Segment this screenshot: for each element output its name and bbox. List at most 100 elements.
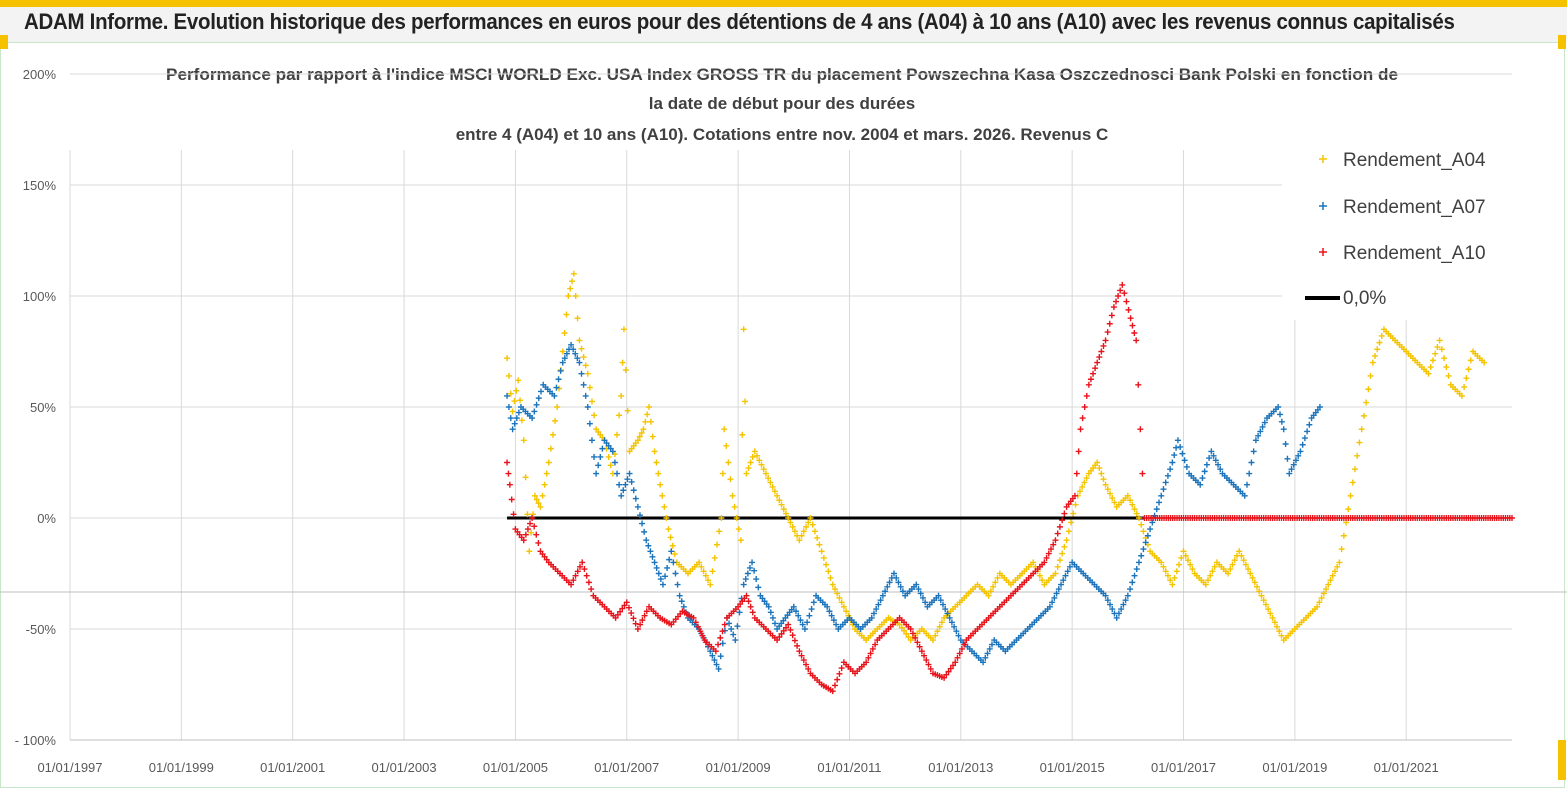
- data-point: [804, 619, 811, 626]
- data-point: [1295, 452, 1302, 459]
- data-point: [1068, 519, 1075, 526]
- data-point: [774, 492, 781, 499]
- data-point: [1156, 499, 1163, 506]
- data-point: [953, 628, 960, 635]
- data-point: [1229, 561, 1236, 568]
- legend-label: Rendement_A10: [1343, 243, 1486, 264]
- data-point: [591, 453, 598, 460]
- data-point: [1050, 541, 1057, 548]
- y-tick-label: 50%: [30, 400, 56, 415]
- data-point: [715, 665, 722, 672]
- data-point: [840, 603, 847, 610]
- data-point: [798, 652, 805, 659]
- data-point: [1092, 365, 1099, 372]
- series-rendement-a04: [504, 270, 1488, 644]
- data-point: [593, 470, 600, 477]
- data-point: [803, 523, 810, 530]
- data-point: [869, 645, 876, 652]
- data-point: [1347, 492, 1354, 499]
- data-point: [831, 586, 838, 593]
- data-point: [559, 348, 566, 355]
- report-title: ADAM Informe. Evolution historique des p…: [24, 9, 1455, 34]
- data-point: [1106, 320, 1113, 327]
- data-point: [664, 564, 671, 571]
- data-point: [1249, 574, 1256, 581]
- data-point: [1117, 287, 1124, 294]
- data-point: [1081, 404, 1088, 410]
- data-point: [663, 515, 670, 521]
- data-point: [1205, 577, 1212, 584]
- data-point: [1111, 499, 1118, 506]
- data-point: [630, 487, 637, 494]
- data-point: [638, 429, 645, 436]
- data-point: [1164, 572, 1171, 579]
- data-point: [1445, 372, 1452, 379]
- data-point: [1147, 526, 1154, 533]
- data-point: [1030, 559, 1037, 566]
- data-point: [1079, 483, 1086, 490]
- data-point: [884, 583, 891, 590]
- data-point: [504, 392, 511, 399]
- data-point: [507, 390, 514, 397]
- data-point: [570, 577, 577, 584]
- data-point: [913, 581, 920, 588]
- data-point: [1060, 577, 1067, 584]
- data-point: [1072, 501, 1079, 508]
- data-point: [1458, 392, 1465, 399]
- data-point: [810, 599, 817, 606]
- data-point: [1079, 415, 1086, 422]
- data-point: [1354, 452, 1361, 459]
- data-point: [662, 573, 669, 580]
- data-point: [1129, 579, 1136, 586]
- data-point: [618, 392, 625, 399]
- data-point: [717, 634, 724, 641]
- data-point: [705, 577, 712, 584]
- data-point: [659, 492, 666, 499]
- data-point: [745, 598, 752, 605]
- data-point: [661, 503, 668, 510]
- data-point: [728, 626, 735, 632]
- data-point: [867, 650, 874, 657]
- data-point: [1345, 506, 1352, 513]
- data-point: [1201, 468, 1208, 475]
- data-point: [507, 415, 514, 422]
- data-point: [561, 330, 568, 336]
- data-point: [1316, 404, 1323, 410]
- data-point: [1162, 568, 1169, 575]
- data-point: [1378, 332, 1385, 339]
- data-point: [1102, 337, 1109, 344]
- data-point: [1094, 359, 1101, 366]
- data-point: [552, 417, 559, 424]
- data-point: [1277, 411, 1284, 418]
- data-point: [649, 553, 656, 560]
- data-point: [572, 293, 579, 299]
- data-point: [1241, 492, 1248, 499]
- data-point: [1140, 546, 1147, 553]
- data-point: [740, 581, 747, 588]
- data-point: [1181, 457, 1188, 464]
- data-point: [755, 584, 762, 591]
- data-point: [1123, 298, 1130, 305]
- data-point: [607, 462, 614, 469]
- data-point: [743, 592, 750, 599]
- data-point: [1176, 561, 1183, 568]
- data-point: [632, 495, 639, 502]
- data-point: [530, 511, 537, 518]
- data-point: [1182, 552, 1189, 559]
- data-point: [1250, 448, 1257, 455]
- data-point: [739, 431, 746, 438]
- data-point: [1051, 594, 1058, 601]
- data-point: [533, 496, 540, 503]
- data-point: [1211, 563, 1218, 570]
- data-point: [1109, 495, 1116, 502]
- data-point: [776, 497, 783, 504]
- data-point: [725, 459, 732, 466]
- data-point: [524, 526, 531, 533]
- data-point: [1115, 293, 1122, 299]
- data-point: [785, 621, 792, 628]
- data-point: [744, 570, 751, 577]
- data-point: [1158, 492, 1165, 499]
- data-point: [1066, 563, 1073, 570]
- data-point: [1208, 448, 1215, 455]
- data-point: [1133, 510, 1140, 517]
